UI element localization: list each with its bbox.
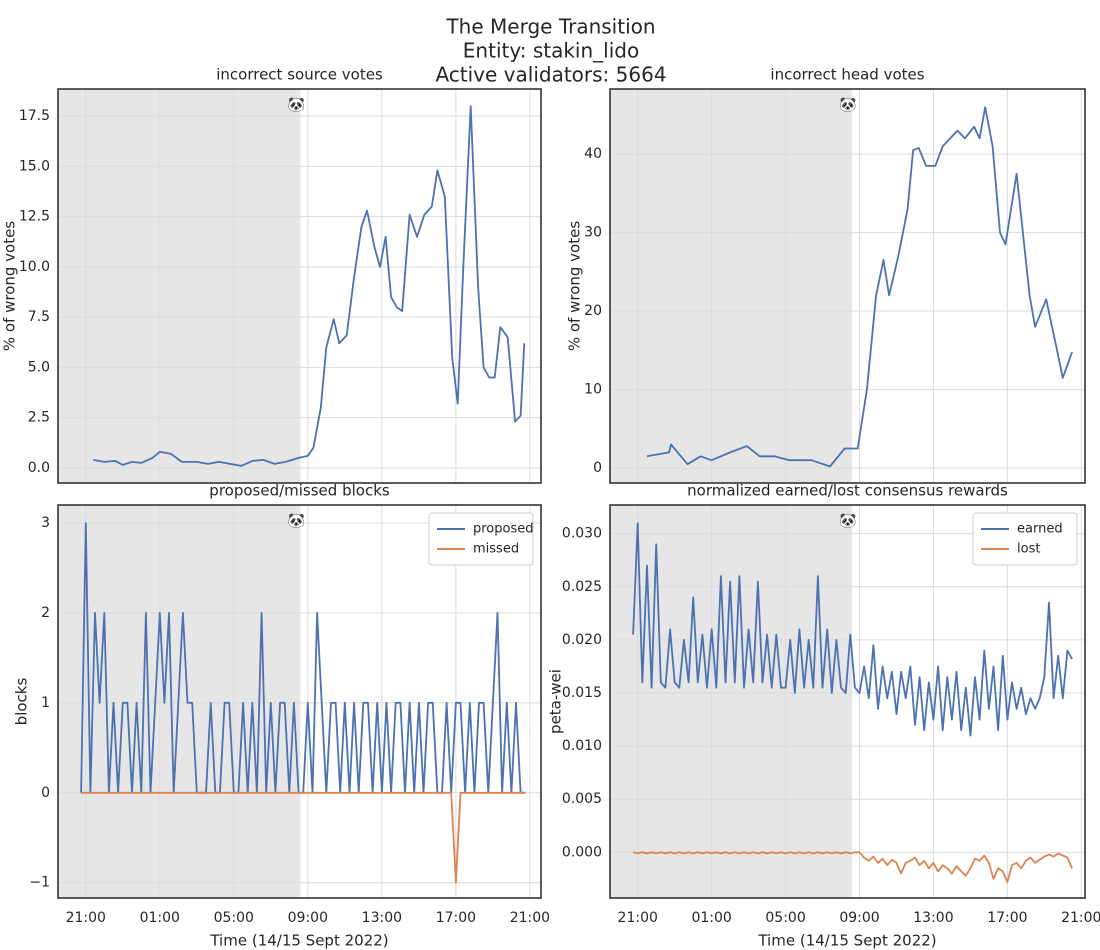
y-tick-label: 1 <box>41 695 50 711</box>
legend-label: earned <box>1017 522 1063 537</box>
legend-label: lost <box>1017 542 1040 557</box>
y-tick-label: 30 <box>584 225 602 241</box>
x-tick-label: 13:00 <box>913 910 953 926</box>
y-tick-label: 10.0 <box>19 259 50 275</box>
data-line <box>81 791 526 884</box>
legend-box <box>428 512 534 566</box>
data-line <box>93 105 526 467</box>
shaded-region <box>610 505 853 898</box>
chart-title: incorrect source votes <box>216 66 383 84</box>
y-tick-label: −1 <box>29 875 50 891</box>
plot-border <box>57 88 542 484</box>
plot-border <box>609 88 1086 484</box>
y-tick-label: 2.5 <box>28 410 50 426</box>
y-tick-label: 0.015 <box>562 685 602 701</box>
x-tick-label: 01:00 <box>140 910 180 926</box>
y-tick-label: 2 <box>41 605 50 621</box>
x-axis-label: Time (14/15 Sept 2022) <box>209 932 388 950</box>
x-tick-label: 01:00 <box>691 910 731 926</box>
y-tick-label: 0 <box>41 785 50 801</box>
y-axis-label: peta-wei <box>547 669 565 734</box>
data-line <box>646 106 1073 468</box>
figure-subtitle: Entity: stakin_lido <box>463 39 639 63</box>
x-axis-label: Time (14/15 Sept 2022) <box>757 932 936 950</box>
annotation: 🐼 <box>839 512 857 529</box>
x-tick-label: 21:00 <box>66 910 106 926</box>
y-axis-label: % of wrong votes <box>566 221 584 351</box>
legend-label: missed <box>473 542 519 557</box>
x-tick-label: 17:00 <box>436 910 476 926</box>
legend-box <box>972 512 1078 566</box>
y-tick-label: 15.0 <box>19 158 50 174</box>
annotation: 🐼 <box>288 96 306 113</box>
x-tick-label: 09:00 <box>288 910 328 926</box>
y-tick-label: 0.010 <box>562 738 602 754</box>
legend-label: proposed <box>473 522 534 537</box>
figure-subtitle: Active validators: 5664 <box>435 63 666 87</box>
x-tick-label: 21:00 <box>1061 910 1100 926</box>
y-tick-label: 20 <box>584 303 602 319</box>
x-tick-label: 05:00 <box>214 910 254 926</box>
figure-title: The Merge Transition <box>445 15 655 39</box>
x-tick-label: 09:00 <box>839 910 879 926</box>
shaded-region <box>58 89 301 483</box>
y-tick-label: 0.000 <box>562 844 602 860</box>
x-tick-label: 05:00 <box>765 910 805 926</box>
y-tick-label: 17.5 <box>19 108 50 124</box>
y-tick-label: 0.020 <box>562 632 602 648</box>
plot-border <box>609 504 1086 899</box>
x-tick-label: 13:00 <box>362 910 402 926</box>
chart-title: normalized earned/lost consensus rewards <box>687 482 1008 500</box>
y-tick-label: 0.030 <box>562 526 602 542</box>
y-tick-label: 0.025 <box>562 579 602 595</box>
plot-border <box>57 504 542 899</box>
y-tick-label: 5.0 <box>28 359 50 375</box>
x-tick-label: 21:00 <box>618 910 658 926</box>
y-axis-label: % of wrong votes <box>1 221 19 351</box>
chart-title: proposed/missed blocks <box>209 482 390 500</box>
y-tick-label: 3 <box>41 515 50 531</box>
y-tick-label: 40 <box>584 146 602 162</box>
y-tick-label: 12.5 <box>19 209 50 225</box>
annotation: 🐼 <box>288 512 306 529</box>
y-tick-label: 0 <box>593 460 602 476</box>
data-line <box>632 522 1073 737</box>
y-tick-label: 10 <box>584 382 602 398</box>
y-tick-label: 0.0 <box>28 460 50 476</box>
y-axis-label: blocks <box>13 678 31 726</box>
x-tick-label: 21:00 <box>510 910 550 926</box>
x-tick-label: 17:00 <box>987 910 1027 926</box>
chart-title: incorrect head votes <box>770 66 924 84</box>
y-tick-label: 0.005 <box>562 791 602 807</box>
shaded-region <box>610 89 853 483</box>
annotation: 🐼 <box>839 96 857 113</box>
data-line <box>632 851 1073 883</box>
y-tick-label: 7.5 <box>28 309 50 325</box>
